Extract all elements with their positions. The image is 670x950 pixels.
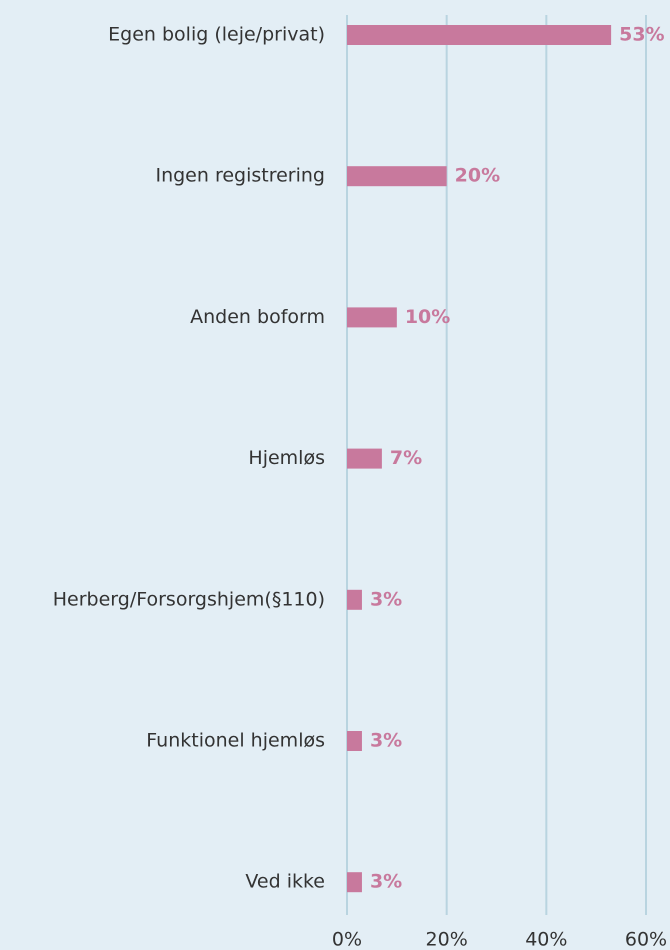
y-tick-label: Herberg/Forsorgshjem(§110) [53,588,325,610]
x-tick-label: 0% [332,929,362,950]
value-label: 20% [455,165,500,187]
y-tick-label: Ingen registrering [155,165,325,187]
value-label: 3% [370,871,402,893]
bar [347,25,612,45]
bar [347,872,362,893]
value-label: 7% [390,447,422,469]
y-tick-label: Funktionel hjemløs [146,730,325,752]
y-tick-label: Hjemløs [248,447,325,469]
x-tick-label: 20% [426,929,468,950]
bar [347,166,447,187]
bar [347,448,382,469]
y-tick-label: Anden boform [190,306,325,328]
value-label: 3% [370,588,402,610]
bar [347,589,362,610]
value-label: 10% [405,306,450,328]
value-label: 3% [370,730,402,752]
bar [347,307,397,328]
y-tick-label: Ved ikke [245,871,325,893]
value-label: 53% [619,24,664,46]
bar [347,731,362,751]
y-tick-label: Egen bolig (leje/privat) [108,24,325,46]
x-tick-label: 60% [625,929,667,950]
x-tick-label: 40% [525,929,567,950]
